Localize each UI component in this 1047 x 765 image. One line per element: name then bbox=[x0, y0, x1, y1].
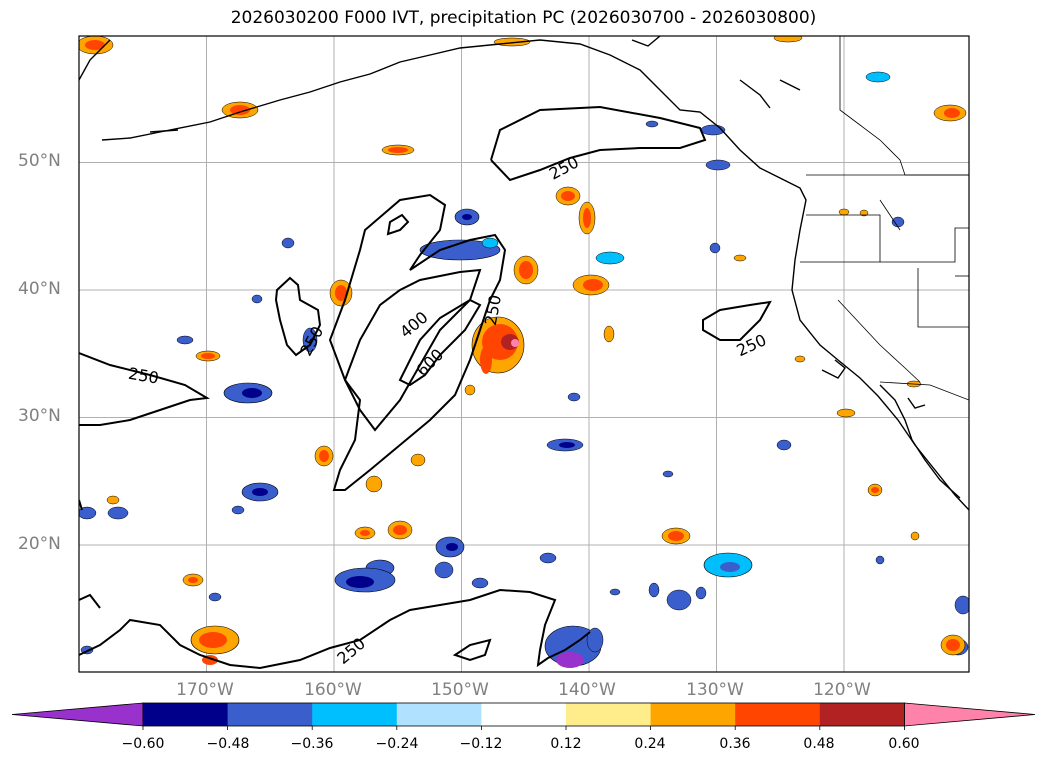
colorbar-outline bbox=[142, 702, 905, 727]
colorbar-extend-max bbox=[904, 702, 1036, 727]
lon-label-140w: 140°W bbox=[558, 680, 616, 700]
colorbar-segment bbox=[227, 703, 313, 726]
lon-label-120w: 120°W bbox=[813, 680, 871, 700]
lon-label-130w: 130°W bbox=[686, 680, 744, 700]
colorbar-tick: −0.12 bbox=[459, 736, 503, 752]
colorbar-tick: −0.48 bbox=[206, 736, 250, 752]
colorbar-segment bbox=[396, 703, 482, 726]
colorbar-segment bbox=[819, 703, 905, 726]
colorbar-segment bbox=[481, 703, 567, 726]
lon-label-170w: 170°W bbox=[176, 680, 234, 700]
colorbar-extend-min bbox=[11, 702, 144, 727]
colorbar-segment bbox=[735, 703, 821, 726]
lon-label-150w: 150°W bbox=[431, 680, 489, 700]
colorbar-tick: 0.48 bbox=[803, 736, 835, 752]
map-title: 2026030200 F000 IVT, precipitation PC (2… bbox=[230, 8, 817, 28]
colorbar-tick: −0.60 bbox=[121, 736, 165, 752]
colorbar-segment bbox=[566, 703, 652, 726]
lat-label-20: 20°N bbox=[18, 534, 61, 554]
colorbar-segment bbox=[312, 703, 398, 726]
coastlines bbox=[79, 36, 969, 511]
colorbar-segment bbox=[143, 703, 229, 726]
map-frame bbox=[78, 35, 970, 673]
lat-label-40: 40°N bbox=[18, 279, 61, 299]
precip-positive-areas bbox=[79, 36, 967, 665]
lat-label-30: 30°N bbox=[18, 406, 61, 426]
colorbar-tick: 0.36 bbox=[719, 736, 751, 752]
colorbar bbox=[11, 702, 1036, 730]
colorbar-tick: −0.36 bbox=[290, 736, 334, 752]
map-area bbox=[79, 36, 969, 672]
lon-label-160w: 160°W bbox=[304, 680, 362, 700]
lat-label-50: 50°N bbox=[18, 151, 61, 171]
colorbar-tick: −0.24 bbox=[375, 736, 419, 752]
colorbar-tick: 0.60 bbox=[888, 736, 920, 752]
colorbar-tick: 0.24 bbox=[634, 736, 666, 752]
ivt-contours bbox=[79, 105, 772, 670]
colorbar-segment bbox=[650, 703, 736, 726]
colorbar-tick: 0.12 bbox=[550, 736, 582, 752]
borders bbox=[800, 36, 969, 401]
